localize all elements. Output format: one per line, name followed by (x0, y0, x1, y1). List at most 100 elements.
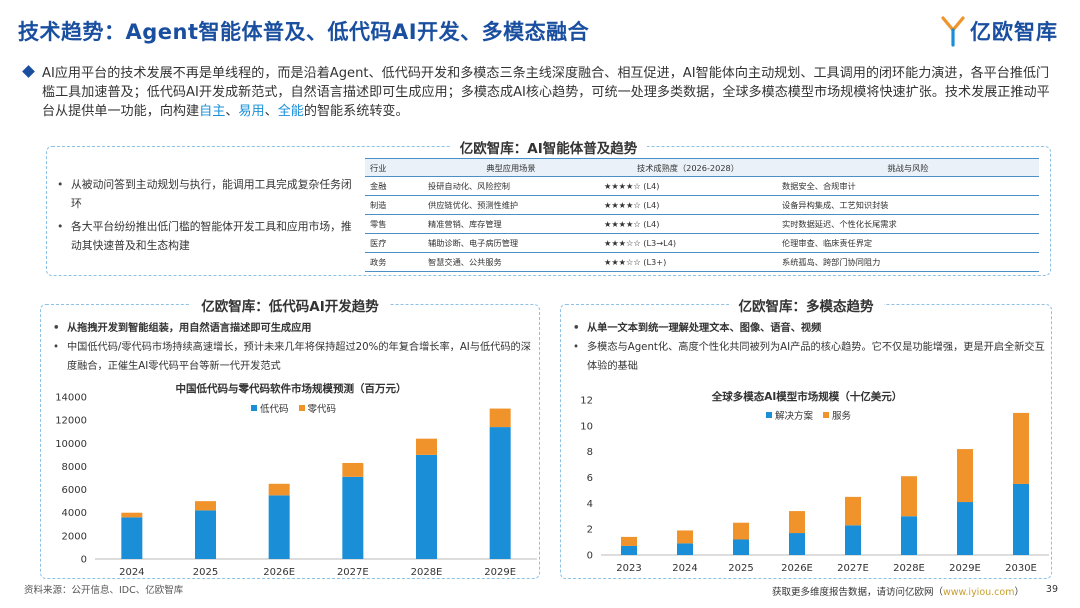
bar-primary-2029E (957, 502, 973, 555)
logo-text: 亿欧智库 (970, 20, 1058, 44)
bar-secondary-2023 (621, 536, 637, 546)
bar-secondary-2026E (268, 483, 290, 496)
table-cell: 系统孤岛、跨部门协同阻力 (777, 252, 1039, 272)
logo-mark-icon (941, 16, 965, 47)
table-cell: 零售 (365, 214, 423, 234)
page-number: 39 (1045, 584, 1058, 595)
legend-item: 零代码 (298, 401, 336, 415)
lowcode-bullets: 从拖拽开发到智能组装，用自然语言描述即可生成应用 中国低代码/零代码市场持续高速… (51, 319, 531, 376)
x-tick-label: 2027E (837, 563, 869, 574)
x-tick-label: 2027E (337, 567, 369, 578)
x-tick-label: 2028E (893, 563, 925, 574)
bar-primary-2027E (845, 525, 861, 555)
table-cell: ★★★★☆ (L4) (599, 176, 777, 196)
table-cell: 金融 (365, 176, 423, 196)
table-cell: ★★★☆☆ (L3→L4) (599, 233, 777, 253)
lowcode-chart-legend: 低代码 零代码 (251, 401, 336, 415)
multimodal-trend-panel: 亿欧智库：多模态趋势 从单一文本到统一理解处理文本、图像、语音、视频 多模态与A… (560, 299, 1052, 579)
footer-note: 获取更多维度报告数据，请访问亿欧网（www.iyiou.com） (771, 587, 1024, 598)
highlight-omnipotent: 全能 (277, 104, 304, 119)
bar-primary-2024 (677, 543, 693, 555)
table-row: 医疗 辅助诊断、电子病历管理 ★★★☆☆ (L3→L4) 伦理审查、临床责任界定 (365, 233, 1039, 253)
x-tick-label: 2026E (781, 563, 813, 574)
legend-swatch-icon (298, 405, 305, 411)
bar-secondary-2025 (733, 522, 749, 540)
x-tick-label: 2028E (411, 567, 443, 578)
y-tick-label: 6 (587, 473, 593, 484)
table-cell: 政务 (365, 252, 423, 272)
table-row: 金融 投研自动化、风险控制 ★★★★☆ (L4) 数据安全、合规审计 (365, 176, 1039, 196)
highlight-autonomous: 自主 (199, 104, 226, 119)
table-cell: 伦理审查、临床责任界定 (777, 233, 1039, 253)
x-tick-label: 2029E (484, 567, 516, 578)
y-tick-label: 0 (81, 555, 87, 566)
multimodal-chart-title: 全球多模态AI模型市场规模（十亿美元） (711, 391, 903, 403)
table-cell: 数据安全、合规审计 (777, 176, 1039, 196)
table-header: 典型应用场景 (423, 158, 599, 177)
bar-primary-2027E (342, 476, 364, 559)
table-cell: 投研自动化、风险控制 (423, 176, 599, 196)
legend-item: 服务 (823, 408, 851, 422)
intro-paragraph: AI应用平台的技术发展不再是单线程的，而是沿着Agent、低代码开发和多模态三条… (24, 64, 1060, 121)
highlight-easy: 易用 (238, 104, 265, 119)
lowcode-trend-panel: 亿欧智库：低代码AI开发趋势 从拖拽开发到智能组装，用自然语言描述即可生成应用 … (40, 299, 540, 579)
footer-link[interactable]: www.iyiou.com (942, 587, 1015, 598)
lowcode-bullet: 从拖拽开发到智能组装，用自然语言描述即可生成应用 (51, 319, 531, 338)
x-tick-label: 2026E (263, 567, 295, 578)
agent-trend-panel: 亿欧智库：AI智能体普及趋势 从被动问答到主动规划与执行，能调用工具完成复杂任务… (46, 141, 1051, 276)
table-cell: 制造 (365, 195, 423, 215)
bar-secondary-2028E (416, 438, 437, 455)
table-header: 技术成熟度（2026-2028） (599, 158, 777, 177)
bar-secondary-2024 (121, 512, 143, 518)
agent-bullet: 从被动问答到主动规划与执行，能调用工具完成复杂任务闭环 (57, 175, 357, 213)
x-tick-label: 2024 (672, 563, 697, 574)
table-cell: 供应链优化、预测性维护 (423, 195, 599, 215)
bar-primary-2024 (121, 517, 143, 559)
page-title: 技术趋势：Agent智能体普及、低代码AI开发、多模态融合 (18, 20, 590, 44)
y-tick-label: 8 (587, 447, 593, 458)
legend-swatch-icon (823, 412, 830, 418)
bar-secondary-2030E (1013, 412, 1029, 484)
y-tick-label: 10000 (55, 439, 87, 450)
y-tick-label: 2000 (62, 531, 87, 542)
agent-panel-title: 亿欧智库：AI智能体普及趋势 (47, 137, 1050, 157)
lowcode-chart-title: 中国低代码与零代码软件市场规模预测（百万元） (175, 383, 407, 395)
y-tick-label: 8000 (62, 462, 87, 473)
bar-secondary-2029E (489, 408, 511, 428)
bar-primary-2023 (621, 545, 637, 555)
table-cell: ★★★☆☆ (L3+) (599, 252, 777, 272)
x-tick-label: 2025 (193, 567, 218, 578)
legend-item: 解决方案 (766, 408, 813, 422)
table-cell: 设备异构集成、工艺知识封装 (777, 195, 1039, 215)
table-header: 行业 (365, 158, 423, 177)
y-tick-label: 4 (587, 499, 593, 510)
intro-text: AI应用平台的技术发展不再是单线程的，而是沿着Agent、低代码开发和多模态三条… (42, 66, 1050, 119)
table-cell: 精准营销、库存管理 (423, 214, 599, 234)
y-tick-label: 12000 (55, 416, 87, 427)
table-cell: 实时数据延迟、个性化长尾需求 (777, 214, 1039, 234)
table-cell: 智慧交通、公共服务 (423, 252, 599, 272)
multimodal-bullet: 多模态与Agent化、高度个性化共同被列为AI产品的核心趋势。它不仅是功能增强，… (571, 338, 1051, 376)
bar-primary-2029E (489, 427, 511, 559)
multimodal-bullets: 从单一文本到统一理解处理文本、图像、语音、视频 多模态与Agent化、高度个性化… (571, 319, 1051, 376)
table-cell: 辅助诊断、电子病历管理 (423, 233, 599, 253)
bar-secondary-2027E (845, 496, 861, 526)
y-tick-label: 2 (587, 525, 593, 536)
y-tick-label: 6000 (62, 485, 87, 496)
legend-swatch-icon (766, 412, 772, 418)
table-cell: ★★★★☆ (L4) (599, 214, 777, 234)
table-row: 零售 精准营销、库存管理 ★★★★☆ (L4) 实时数据延迟、个性化长尾需求 (365, 214, 1039, 234)
multimodal-bullet: 从单一文本到统一理解处理文本、图像、语音、视频 (571, 319, 1051, 338)
bar-secondary-2027E (342, 462, 364, 477)
intro-section: AI应用平台的技术发展不再是单线程的，而是沿着Agent、低代码开发和多模态三条… (22, 64, 1060, 121)
source-note: 资料来源：公开信息、IDC、亿欧智库 (24, 585, 184, 596)
x-tick-label: 2030E (1005, 563, 1037, 574)
agent-bullets: 从被动问答到主动规划与执行，能调用工具完成复杂任务闭环 各大平台纷纷推出低门槛的… (57, 175, 357, 259)
agent-industry-table: 行业 典型应用场景 技术成熟度（2026-2028） 挑战与风险 金融 投研自动… (365, 158, 1039, 272)
multimodal-panel-title: 亿欧智库：多模态趋势 (561, 295, 1051, 315)
lowcode-bar-chart: 0 2000 4000 6000 8000 10000 12000 14000 2024 2025… (55, 393, 537, 578)
bar-secondary-2028E (901, 476, 917, 517)
bar-secondary-2029E (957, 449, 973, 503)
bar-primary-2025 (195, 510, 216, 559)
bar-primary-2025 (733, 539, 749, 555)
